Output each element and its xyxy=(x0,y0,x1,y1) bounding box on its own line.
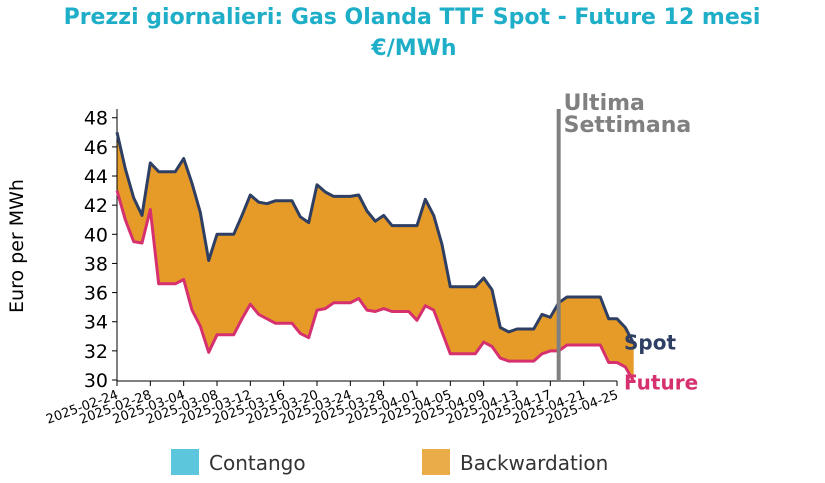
y-tick-label: 34 xyxy=(84,312,108,334)
y-tick-label: 48 xyxy=(84,108,108,130)
y-tick-label: 44 xyxy=(84,166,108,188)
spot-series-label: Spot xyxy=(624,331,676,355)
y-axis-label: Euro per MWh xyxy=(6,179,28,313)
future-series-label: Future xyxy=(624,370,698,394)
legend-swatch-contango xyxy=(171,449,199,475)
y-tick-label: 42 xyxy=(84,195,108,217)
y-tick-label: 36 xyxy=(84,283,108,305)
legend: Contango Backwardation xyxy=(171,449,608,475)
backwardation-area xyxy=(117,132,634,382)
last-week-label-line1: Ultima xyxy=(564,91,645,116)
legend-label-contango: Contango xyxy=(209,451,306,475)
y-tick-label: 38 xyxy=(84,253,108,275)
y-tick-label: 46 xyxy=(84,137,108,159)
last-week-label-line2: Settimana xyxy=(564,113,692,138)
y-tick-label: 30 xyxy=(84,370,108,392)
future-line xyxy=(115,190,636,383)
series-lines-group xyxy=(115,131,636,383)
chart-title-line2: €/MWh xyxy=(370,36,456,61)
legend-swatch-backwardation xyxy=(422,449,450,475)
legend-label-backwardation: Backwardation xyxy=(460,451,608,475)
y-tick-label: 32 xyxy=(84,341,108,363)
backwardation-area-group xyxy=(117,132,634,382)
spot-line xyxy=(115,131,636,345)
chart-title-line1: Prezzi giornalieri: Gas Olanda TTF Spot … xyxy=(64,5,761,30)
y-tick-label: 40 xyxy=(84,224,108,246)
